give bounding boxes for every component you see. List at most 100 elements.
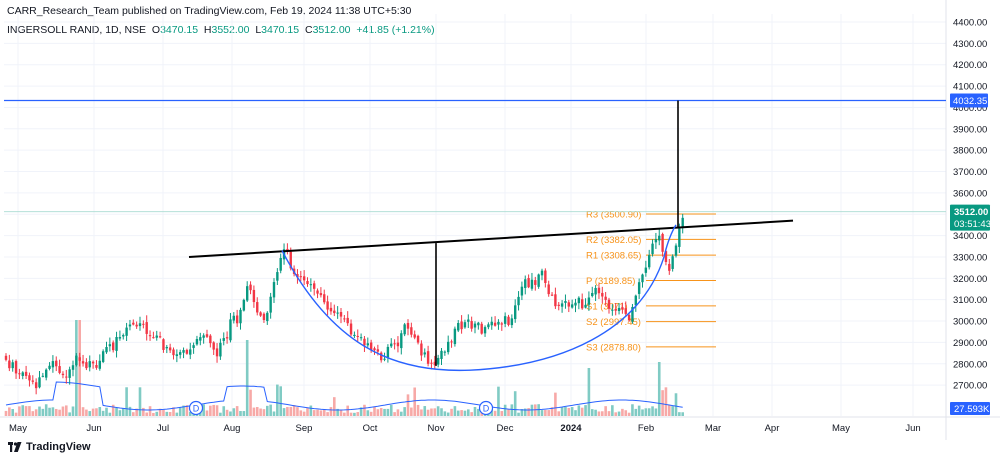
candle-body (202, 335, 205, 338)
price-tick-label: 4000.00 (953, 103, 987, 114)
volume-bar (373, 406, 376, 416)
volume-bar (544, 410, 547, 416)
candle-body (108, 344, 112, 347)
volume-bar (654, 408, 658, 416)
candle-body (18, 373, 21, 375)
volume-bar (369, 411, 373, 416)
volume-bar (349, 412, 353, 416)
candle-body (323, 294, 326, 303)
volume-bar (463, 410, 467, 416)
volume-bar (128, 406, 132, 416)
volume-bar (132, 412, 135, 416)
volume-bar (138, 387, 142, 416)
candle-body (607, 299, 611, 309)
candle-body (219, 342, 222, 357)
candle-body (242, 299, 246, 311)
low-value: 3470.15 (261, 24, 300, 36)
volume-bar (523, 408, 527, 416)
candle-body (440, 350, 443, 359)
candle-body (681, 217, 684, 229)
candle-body (68, 369, 71, 378)
volume-bar (292, 405, 296, 416)
volume-bar (601, 411, 604, 416)
candle-body (189, 349, 192, 355)
candle-body (272, 282, 276, 298)
volume-bar (473, 406, 477, 416)
volume-bar (614, 412, 617, 416)
candle-body (637, 282, 641, 294)
volume-bar (255, 407, 259, 416)
price-axis[interactable]: 4400.00 4300.00 4200.00 4100.00 4000.00 3900.… (950, 18, 991, 416)
volume-bar (681, 412, 684, 416)
candle-body (383, 358, 386, 360)
volume-bar (497, 386, 500, 416)
high-label: H (203, 24, 212, 36)
candle-body (674, 245, 678, 256)
candle-body (380, 352, 383, 361)
candle-body (510, 318, 514, 326)
candle-body (192, 345, 195, 348)
volume-bar (252, 407, 256, 416)
candle-body (78, 357, 81, 361)
volume-bar (594, 409, 597, 416)
candle-body (152, 337, 155, 339)
tradingview-logo-icon (8, 442, 22, 452)
volume-bar (142, 407, 145, 416)
volume-bar (580, 407, 584, 416)
candle-body (567, 302, 570, 307)
candle-body (359, 337, 363, 339)
volume-bar (379, 408, 383, 416)
grid (0, 0, 1000, 440)
candle-body (631, 306, 634, 322)
volume-bar (262, 409, 266, 416)
volume-bar (647, 408, 651, 416)
time-tick-label: May (9, 423, 27, 434)
volume-bar (158, 408, 162, 416)
open-value: 3470.15 (160, 24, 199, 36)
volume-bar (155, 411, 159, 416)
candle-body (443, 351, 447, 353)
volume-bar (550, 407, 554, 416)
volume-bar (209, 405, 212, 416)
target-price-label: 4032.35 (953, 96, 987, 107)
volume-bar (98, 407, 102, 416)
candle-body (256, 302, 259, 313)
candle-body (286, 248, 289, 251)
candle-body (654, 239, 658, 243)
candle-body (500, 323, 503, 325)
volume-bar (108, 412, 112, 416)
candle-body (400, 333, 403, 349)
candle-body (537, 274, 540, 287)
volume-bar (219, 412, 222, 416)
candle-body (326, 301, 329, 310)
candle-body (88, 361, 91, 368)
volume-bar (54, 408, 58, 416)
candle-body (225, 337, 229, 339)
candle-body (45, 369, 48, 378)
candle-body (467, 319, 470, 322)
candle-body (329, 307, 333, 312)
volume-bar (75, 320, 78, 416)
last-price-label: 3512.00 (954, 207, 988, 218)
volume-bar (440, 408, 443, 416)
volume-bar (450, 408, 453, 416)
volume-bar (222, 406, 226, 416)
volume-bar (513, 391, 517, 416)
candle-body (339, 312, 343, 317)
candle-body (346, 317, 349, 324)
time-tick-label: Sep (296, 423, 313, 434)
candle-body (28, 375, 31, 381)
time-axis[interactable]: May Jun Jul Aug Sep Oct Nov Dec 2024 Feb Mar Apr May… (9, 423, 921, 434)
candle-body (229, 319, 232, 341)
candle-body (373, 348, 376, 351)
time-tick-label: Aug (224, 423, 241, 434)
price-tick-label: 3700.00 (953, 167, 987, 178)
volume-bar (118, 410, 122, 416)
volume-bar (202, 404, 205, 416)
candle-body (98, 360, 101, 369)
candle-body (483, 327, 487, 334)
volume-bar (276, 384, 279, 416)
candle-body (48, 365, 51, 369)
candle-body (118, 337, 122, 339)
